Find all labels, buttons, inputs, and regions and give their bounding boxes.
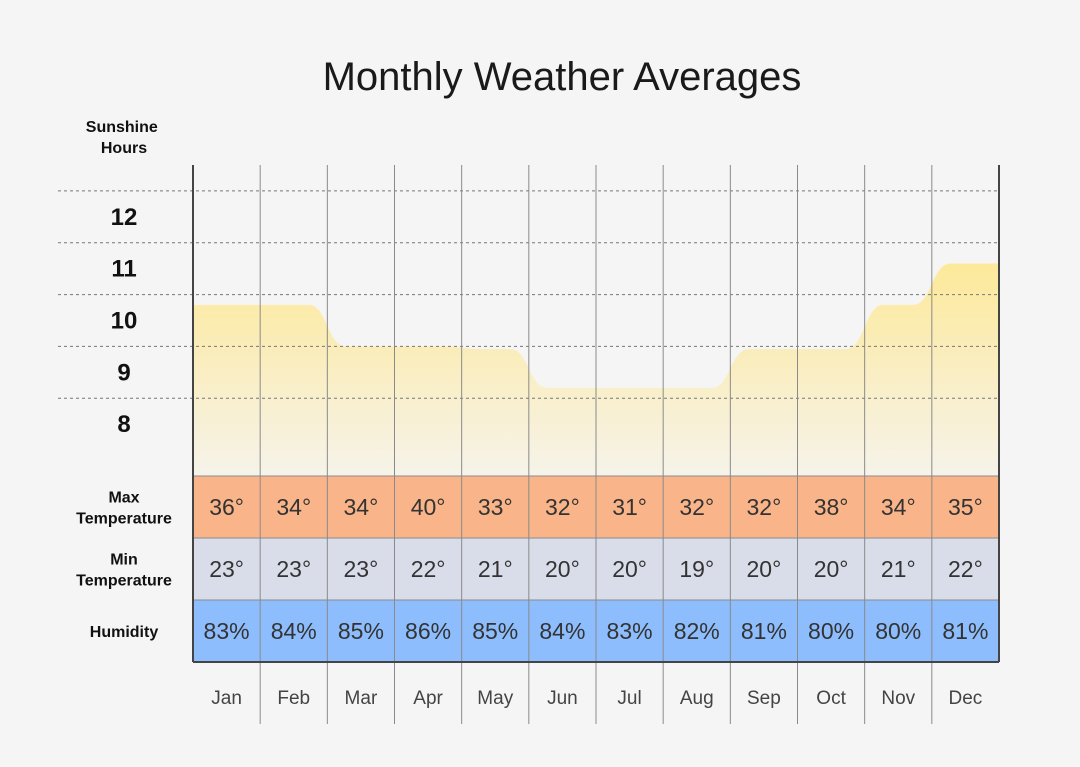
y-tick-label: 12	[111, 204, 138, 231]
y-tick-label: 9	[117, 359, 130, 386]
data-label: 34°	[881, 494, 916, 520]
data-label: 21°	[881, 556, 916, 582]
month-labels-layer: Jan Feb Mar Apr May Jun Jul Aug Sep Oct Nov Dec	[211, 688, 982, 709]
data-label: 23°	[344, 556, 379, 582]
x-tick-label: Jun	[547, 688, 578, 709]
row-label: Min Temperature	[76, 552, 172, 590]
data-label: 20°	[747, 556, 782, 582]
data-label: 20°	[612, 556, 647, 582]
data-label: 38°	[814, 494, 849, 520]
data-label: 32°	[747, 494, 782, 520]
x-tick-label: Dec	[949, 688, 983, 709]
row-label-line: Min	[110, 552, 138, 569]
data-label: 86%	[405, 618, 451, 644]
data-label: 84%	[539, 618, 585, 644]
x-tick-label: Sep	[747, 688, 781, 709]
y-tick-label: 8	[117, 411, 130, 438]
x-tick-label: Mar	[345, 688, 378, 709]
data-label: 82%	[674, 618, 720, 644]
y-axis-label-line-1: Sunshine	[86, 119, 158, 136]
data-label: 33°	[478, 494, 513, 520]
y-axis-label: Sunshine Hours	[86, 119, 162, 157]
x-tick-label: Jan	[211, 688, 242, 709]
data-label: 81%	[741, 618, 787, 644]
chart-title: Monthly Weather Averages	[323, 55, 802, 99]
row-label: Humidity	[90, 624, 159, 641]
data-label: 19°	[679, 556, 714, 582]
data-label: 35°	[948, 494, 983, 520]
x-tick-label: Jul	[617, 688, 641, 709]
data-label: 83%	[607, 618, 653, 644]
data-label: 81%	[942, 618, 988, 644]
x-tick-label: Feb	[277, 688, 310, 709]
data-label: 84%	[271, 618, 317, 644]
data-label: 21°	[478, 556, 513, 582]
data-label: 22°	[411, 556, 446, 582]
x-tick-label: Aug	[680, 688, 714, 709]
data-label: 22°	[948, 556, 983, 582]
data-label: 80%	[808, 618, 854, 644]
data-label: 34°	[276, 494, 311, 520]
y-tick-label: 10	[111, 308, 138, 335]
data-label: 36°	[209, 494, 244, 520]
data-label: 34°	[344, 494, 379, 520]
row-label-line: Humidity	[90, 624, 159, 641]
data-label: 40°	[411, 494, 446, 520]
data-label: 83%	[204, 618, 250, 644]
data-label: 20°	[814, 556, 849, 582]
table-rows-layer: Max Temperature 36° 34° 34° 40° 33° 32° 31° 32° 32…	[76, 475, 999, 662]
row-label-line: Max	[108, 490, 139, 507]
y-tick-label: 11	[111, 256, 136, 283]
data-label: 23°	[209, 556, 244, 582]
y-tick-layer: 12 11 10 9 8	[111, 204, 138, 438]
data-label: 80%	[875, 618, 921, 644]
data-label: 20°	[545, 556, 580, 582]
data-label: 32°	[679, 494, 714, 520]
x-tick-label: Oct	[816, 688, 846, 709]
column-dividers-layer	[192, 165, 1000, 724]
row-label-line: Temperature	[76, 511, 172, 528]
x-tick-label: Apr	[413, 688, 443, 709]
row-label: Max Temperature	[76, 490, 172, 528]
x-tick-label: Nov	[881, 688, 915, 709]
data-label: 85%	[338, 618, 384, 644]
y-axis-label-line-2: Hours	[101, 140, 147, 157]
data-label: 85%	[472, 618, 518, 644]
data-label: 23°	[276, 556, 311, 582]
data-label: 32°	[545, 494, 580, 520]
x-tick-label: May	[477, 688, 513, 709]
row-label-line: Temperature	[76, 573, 172, 590]
data-label: 31°	[612, 494, 647, 520]
